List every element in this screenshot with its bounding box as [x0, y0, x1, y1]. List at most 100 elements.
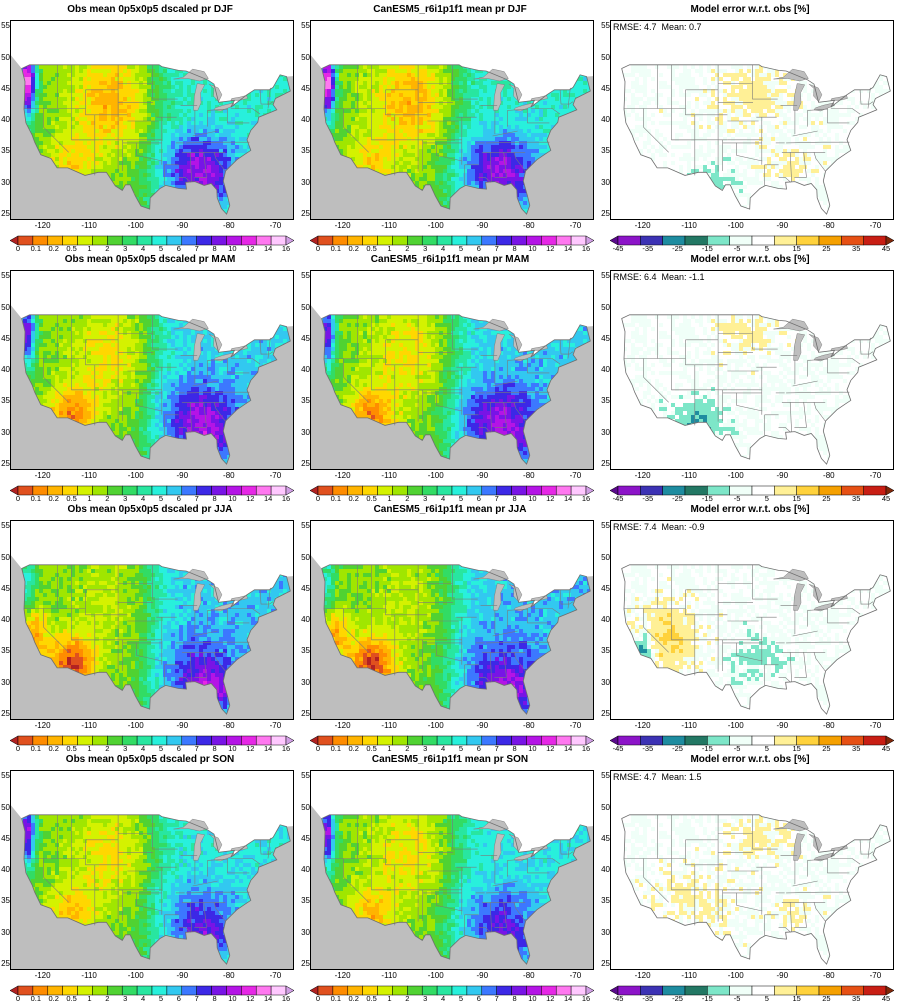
lat-tick-label: 55 — [598, 271, 610, 280]
lat-tick-label: 55 — [598, 521, 610, 530]
map-plot-1-1 — [311, 271, 594, 470]
lat-tick-label: 50 — [598, 803, 610, 812]
map-plot-1-0 — [311, 21, 594, 220]
colorbar-tick-label: 35 — [847, 994, 865, 1003]
lat-tick-label: 30 — [0, 178, 10, 187]
lat-tick-label: 45 — [298, 334, 310, 343]
lat-tick-label: 35 — [298, 146, 310, 155]
map-plot-2-3 — [611, 771, 894, 970]
map-plot-1-3 — [311, 771, 594, 970]
lon-tick-label: -120 — [331, 721, 355, 730]
lon-tick-label: -100 — [124, 971, 148, 980]
map-frame — [310, 20, 594, 220]
colorbar-tick-label: 0.2 — [45, 994, 63, 1003]
colorbar-tick-label: 1 — [380, 994, 398, 1003]
lat-tick-label: 50 — [598, 303, 610, 312]
map-frame — [10, 770, 294, 970]
colorbar-tick-label: 0 — [9, 994, 27, 1003]
panel-title: CanESM5_r6i1p1f1 mean pr JJA — [300, 504, 600, 515]
lon-tick-label: -70 — [863, 471, 887, 480]
lon-tick-label: -100 — [424, 971, 448, 980]
lat-tick-label: 25 — [598, 209, 610, 218]
lat-tick-label: 55 — [598, 771, 610, 780]
lat-tick-label: 40 — [598, 365, 610, 374]
lat-tick-label: 25 — [298, 709, 310, 718]
lon-tick-label: -110 — [677, 471, 701, 480]
colorbar-tick-label: 0.1 — [327, 994, 345, 1003]
lat-tick-label: 35 — [298, 396, 310, 405]
lon-tick-label: -110 — [377, 721, 401, 730]
lon-tick-label: -70 — [563, 221, 587, 230]
panel-title: Obs mean 0p5x0p5 dscaled pr JJA — [0, 504, 300, 515]
map-frame — [10, 20, 294, 220]
map-frame — [310, 520, 594, 720]
map-frame — [310, 270, 594, 470]
lat-tick-label: 55 — [298, 271, 310, 280]
lon-tick-label: -90 — [770, 721, 794, 730]
lon-tick-label: -100 — [424, 221, 448, 230]
colorbar-tick-label: 5 — [452, 994, 470, 1003]
lon-tick-label: -80 — [817, 721, 841, 730]
panel-title: Model error w.r.t. obs [%] — [600, 754, 900, 765]
lat-tick-label: 40 — [598, 115, 610, 124]
lat-tick-label: 55 — [298, 771, 310, 780]
lat-tick-label: 35 — [0, 146, 10, 155]
lon-tick-label: -110 — [377, 221, 401, 230]
lon-tick-label: -80 — [517, 721, 541, 730]
lat-tick-label: 40 — [0, 615, 10, 624]
colorbar-tick-label: 14 — [259, 994, 277, 1003]
lat-tick-label: 40 — [298, 615, 310, 624]
lat-tick-label: 25 — [298, 459, 310, 468]
lon-tick-label: -90 — [770, 221, 794, 230]
colorbar-tick-label: 6 — [470, 994, 488, 1003]
map-plot-1-2 — [311, 521, 594, 720]
lat-tick-label: 45 — [0, 84, 10, 93]
lon-tick-label: -120 — [631, 221, 655, 230]
lon-tick-label: -100 — [724, 471, 748, 480]
lat-tick-label: 35 — [298, 896, 310, 905]
lon-tick-label: -90 — [770, 471, 794, 480]
lon-tick-label: -100 — [724, 971, 748, 980]
lat-tick-label: 50 — [0, 553, 10, 562]
colorbar-tick-label: 0.1 — [27, 994, 45, 1003]
lon-tick-label: -110 — [677, 971, 701, 980]
panel-title: Obs mean 0p5x0p5 dscaled pr MAM — [0, 254, 300, 265]
colorbar-tick-label: 5 — [758, 994, 776, 1003]
colorbar-tick-label: 12 — [541, 994, 559, 1003]
lon-tick-label: -70 — [863, 221, 887, 230]
colorbar-tick-label: 8 — [506, 994, 524, 1003]
lon-tick-label: -80 — [217, 471, 241, 480]
lon-tick-label: -90 — [470, 221, 494, 230]
lon-tick-label: -70 — [263, 971, 287, 980]
lat-tick-label: 45 — [598, 334, 610, 343]
panel-title: CanESM5_r6i1p1f1 mean pr SON — [300, 754, 600, 765]
colorbar-tick-label: 10 — [223, 994, 241, 1003]
lon-tick-label: -80 — [817, 471, 841, 480]
lat-tick-label: 40 — [298, 865, 310, 874]
colorbar-tick-label: 16 — [277, 994, 295, 1003]
lon-tick-label: -70 — [563, 721, 587, 730]
lon-tick-label: -90 — [170, 971, 194, 980]
panel-title: CanESM5_r6i1p1f1 mean pr MAM — [300, 254, 600, 265]
lat-tick-label: 30 — [0, 678, 10, 687]
colorbar-tick-label: 4 — [134, 994, 152, 1003]
colorbar-tick-label: -5 — [728, 994, 746, 1003]
lat-tick-label: 25 — [0, 209, 10, 218]
lon-tick-label: -100 — [124, 471, 148, 480]
panel-title: Obs mean 0p5x0p5 dscaled pr SON — [0, 754, 300, 765]
colorbar-tick-label: 4 — [434, 994, 452, 1003]
lon-tick-label: -90 — [170, 221, 194, 230]
lon-tick-label: -90 — [470, 971, 494, 980]
lon-tick-label: -100 — [724, 721, 748, 730]
lat-tick-label: 55 — [0, 21, 10, 30]
lat-tick-label: 35 — [0, 646, 10, 655]
lat-tick-label: 50 — [598, 553, 610, 562]
